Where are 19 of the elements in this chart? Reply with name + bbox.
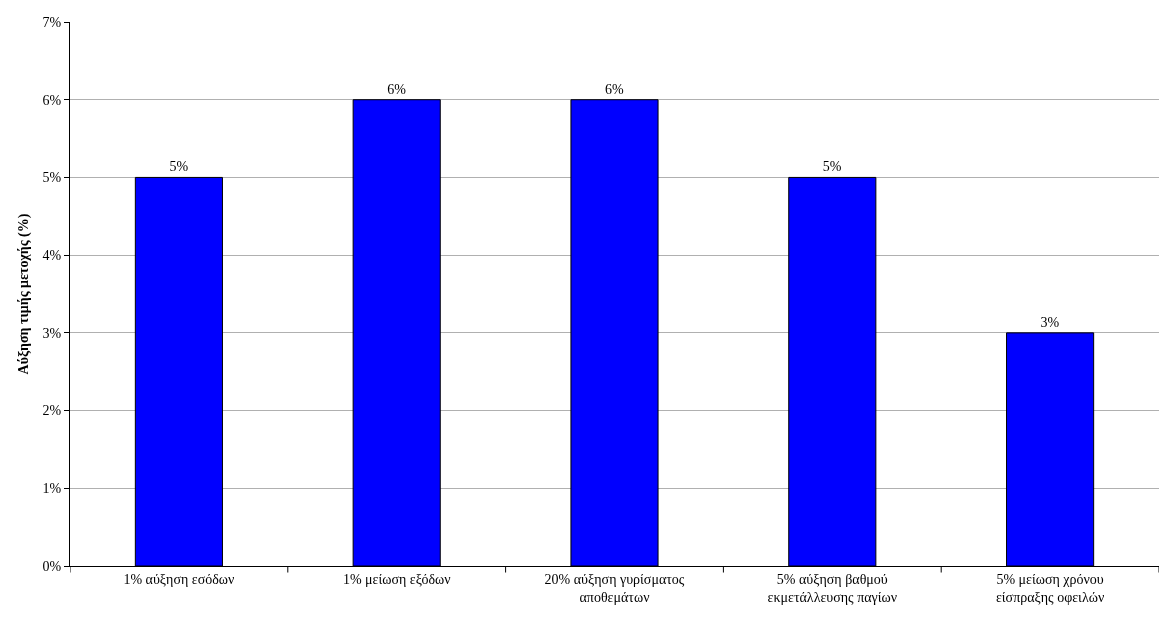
data-label: 6%: [605, 81, 624, 97]
data-label: 6%: [387, 81, 407, 97]
data-label: 5%: [822, 159, 842, 175]
y-tick-label: 5%: [42, 170, 62, 186]
y-tick-label: 7%: [42, 14, 62, 30]
y-tick-label: 4%: [42, 248, 62, 264]
x-tick-label: 5% μείωση χρόνου είσπραξης οφειλών: [995, 571, 1105, 605]
y-tick-label: 2%: [42, 403, 62, 419]
data-label: 5%: [169, 159, 189, 175]
y-tick-label: 3%: [42, 325, 62, 341]
data-label: 3%: [1040, 314, 1060, 330]
x-tick-label: 5% αύξηση βαθμού εκμετάλλευσης παγίων: [767, 571, 898, 605]
y-tick-label: 1%: [42, 481, 62, 497]
y-tick-label: 0%: [42, 558, 62, 574]
x-tick-label: 1% μείωση εξόδων: [342, 571, 451, 587]
x-tick-label: 20% αύξηση γυρίσματος αποθεμάτων: [544, 571, 685, 605]
y-tick-label: 6%: [42, 92, 62, 108]
x-tick-label: 1% αύξηση εσόδων: [123, 571, 235, 587]
y-axis-title: Αύξηση τιμής μετοχής (%): [16, 213, 33, 375]
